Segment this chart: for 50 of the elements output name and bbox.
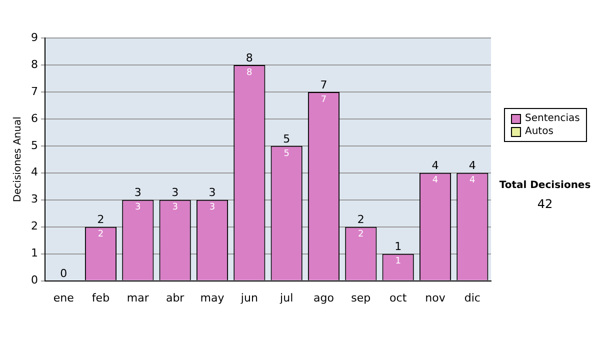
- x-tick-label: jun: [240, 291, 258, 304]
- x-tick-label: sep: [351, 291, 371, 304]
- data-label: 4: [432, 176, 438, 186]
- total-label: 2: [357, 213, 364, 226]
- total-label: 4: [468, 159, 476, 172]
- total-label: 5: [283, 132, 290, 146]
- total-label: 3: [172, 186, 179, 200]
- data-label: 3: [209, 202, 216, 213]
- data-label: 3: [172, 202, 178, 213]
- x-tick-label: dic: [464, 291, 480, 304]
- x-tick-label: abr: [166, 291, 185, 304]
- total-label: 7: [320, 78, 328, 92]
- data-label: 4: [470, 176, 476, 186]
- x-tick-label: feb: [92, 291, 110, 304]
- x-tick-label: may: [200, 291, 225, 304]
- total-label: 4: [432, 159, 439, 172]
- data-label: 2: [98, 230, 104, 240]
- legend-label: Sentencias: [525, 112, 580, 125]
- y-tick-label: 3: [31, 192, 38, 206]
- y-tick-label: 1: [31, 246, 38, 260]
- data-label: 2: [358, 230, 364, 240]
- x-tick-label: nov: [425, 291, 446, 304]
- total-label: 8: [246, 51, 253, 64]
- x-tick-label: mar: [126, 291, 150, 304]
- data-label: 3: [135, 202, 141, 213]
- y-tick-label: 2: [31, 220, 38, 233]
- total-label: 1: [394, 240, 402, 254]
- y-tick-label: 5: [31, 138, 38, 152]
- total-label: 2: [97, 213, 104, 226]
- legend-label: Autos: [525, 125, 554, 138]
- text: 42: [536, 197, 554, 211]
- total-label: 0: [60, 267, 68, 280]
- total-label: 3: [208, 186, 216, 200]
- text: Total Decisiones: [498, 180, 592, 191]
- x-tick-label: jul: [279, 291, 294, 304]
- data-label: 7: [320, 94, 327, 105]
- y-tick-label: 7: [31, 84, 38, 98]
- data-label: 1: [395, 256, 401, 267]
- x-tick-label: ago: [314, 291, 334, 304]
- x-tick-label: oct: [390, 291, 408, 304]
- y-tick-label: 0: [31, 274, 38, 287]
- y-tick-label: 8: [31, 58, 38, 71]
- y-tick-label: 9: [31, 30, 38, 44]
- data-label: 8: [246, 68, 253, 78]
- total-label: 3: [134, 186, 142, 200]
- y-axis-title: Decisiones Anual: [12, 116, 24, 202]
- y-tick-label: 4: [31, 166, 38, 179]
- data-label: 5: [284, 148, 290, 159]
- y-tick-label: 6: [31, 112, 38, 125]
- x-tick-label: ene: [53, 291, 74, 304]
